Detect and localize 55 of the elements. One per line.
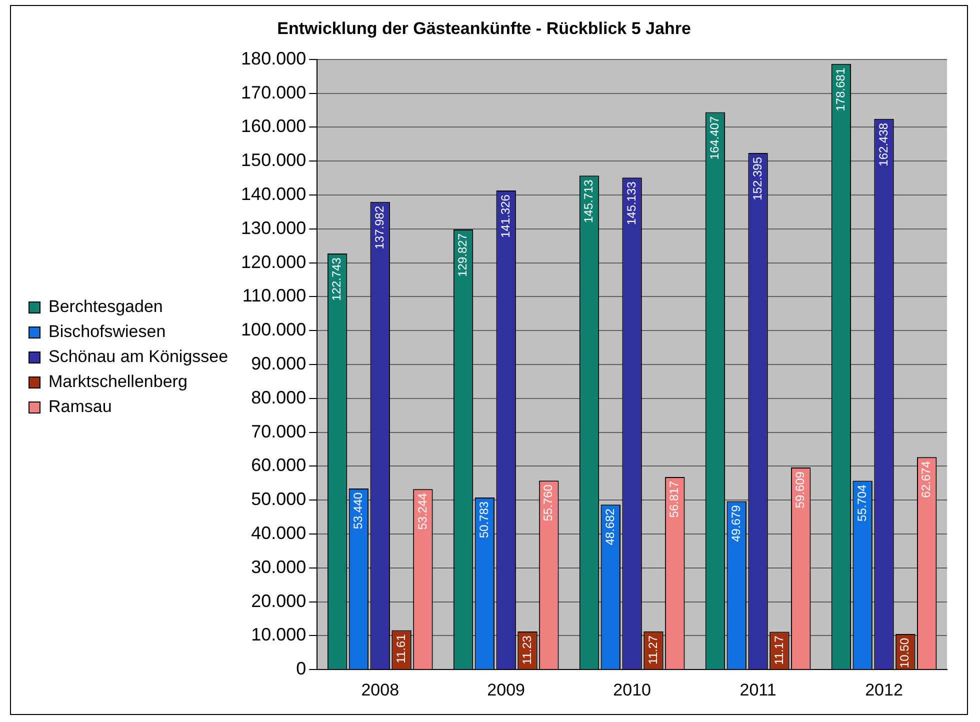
data-label: 145.713 — [582, 179, 596, 224]
y-tick-label: 10.000 — [251, 624, 306, 645]
y-tick-label: 0 — [296, 658, 306, 679]
data-label: 145.133 — [624, 181, 638, 225]
legend-label: Ramsau — [48, 397, 112, 416]
data-label: 162.438 — [876, 122, 890, 166]
legend-label: Marktschellenberg — [48, 372, 188, 392]
data-label: 50.783 — [476, 501, 491, 538]
y-tick-label: 180.000 — [241, 48, 306, 68]
y-tick-label: 20.000 — [251, 590, 306, 611]
y-tick-label: 130.000 — [241, 218, 306, 238]
legend-label: Schönau am Königssee — [48, 347, 228, 366]
y-tick-label: 30.000 — [251, 556, 306, 577]
y-tick-label: 40.000 — [251, 522, 306, 543]
data-label: 137.982 — [372, 206, 386, 250]
data-label: 10.50 — [898, 638, 912, 668]
y-tick-label: 150.000 — [241, 150, 306, 170]
y-tick-label: 170.000 — [241, 82, 306, 102]
y-tick-label: 60.000 — [251, 455, 306, 476]
y-tick-label: 80.000 — [251, 387, 306, 408]
data-label: 55.704 — [854, 484, 869, 522]
data-label: 152.395 — [750, 156, 764, 200]
y-tick-label: 110.000 — [242, 286, 306, 306]
data-label: 53.440 — [351, 492, 366, 530]
data-label: 59.609 — [793, 471, 808, 508]
y-tick-label: 100.000 — [241, 320, 306, 340]
y-tick-label: 120.000 — [241, 252, 306, 272]
y-tick-label: 160.000 — [241, 116, 306, 136]
data-label: 55.760 — [541, 484, 556, 522]
data-label: 53.244 — [415, 492, 430, 530]
x-tick-label: 2008 — [361, 680, 400, 700]
y-tick-label: 140.000 — [241, 184, 306, 204]
data-label: 164.407 — [708, 116, 722, 160]
x-tick-label: 2010 — [613, 680, 651, 700]
data-label: 178.681 — [833, 68, 848, 112]
data-label: 11.23 — [520, 635, 534, 665]
chart-title: Entwicklung der Gästeankünfte - Rückblick 5 Jahre — [277, 18, 691, 38]
x-tick-label: 2009 — [487, 680, 526, 700]
legend-label: Berchtesgaden — [48, 297, 163, 316]
legend-label: Bischofswiesen — [48, 322, 166, 342]
data-label: 56.817 — [667, 480, 682, 518]
y-tick-label: 90.000 — [251, 353, 306, 374]
data-label: 122.743 — [330, 257, 344, 301]
data-label: 49.679 — [728, 504, 743, 542]
data-label: 11.17 — [772, 635, 786, 665]
x-tick-label: 2012 — [865, 680, 903, 700]
data-label: 129.827 — [456, 233, 470, 277]
data-label: 62.674 — [919, 460, 934, 498]
y-tick-label: 70.000 — [251, 421, 306, 442]
data-label: 48.682 — [602, 508, 617, 546]
x-tick-label: 2011 — [740, 680, 776, 700]
data-label: 11.61 — [394, 634, 408, 664]
data-label: 141.326 — [498, 194, 512, 238]
data-label: 11.27 — [646, 635, 660, 665]
y-tick-label: 50.000 — [251, 489, 306, 510]
